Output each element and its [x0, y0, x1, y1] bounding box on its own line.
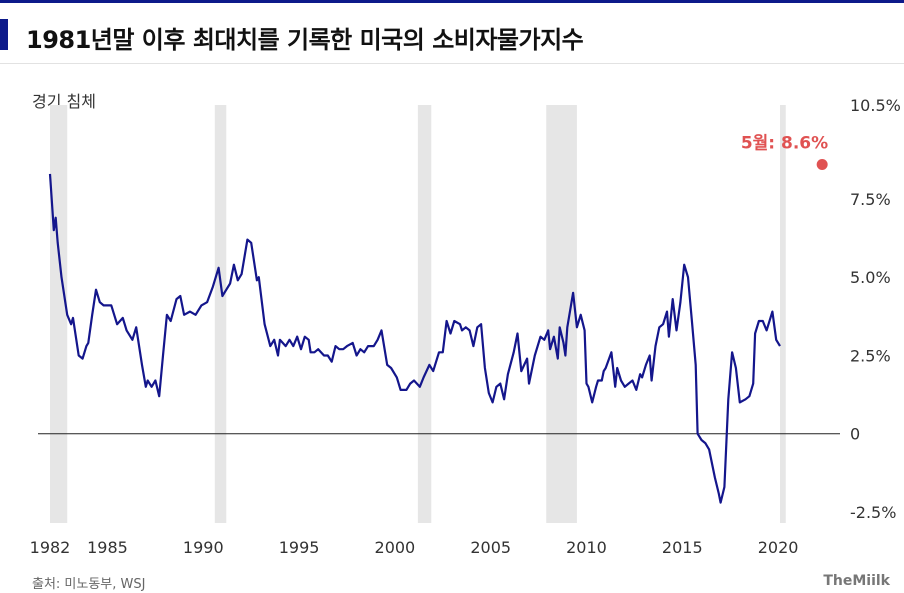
source-note: 출처: 미노동부, WSJ	[32, 577, 146, 592]
y-tick-label: 2.5%	[850, 346, 891, 365]
y-tick-label: 5.0%	[850, 268, 891, 287]
top-accent-bar	[0, 0, 904, 3]
y-tick-label: -2.5%	[850, 503, 896, 522]
x-tick-label: 1982	[30, 538, 71, 557]
y-tick-label: 0	[850, 425, 860, 444]
y-tick-label: 7.5%	[850, 190, 891, 209]
recession-band-3	[546, 105, 577, 523]
recession-band-4	[780, 105, 786, 523]
y-tick-label: 10.5%	[850, 96, 901, 115]
y-axis-ticks: 10.5% 7.5% 5.0% 2.5% 0 -2.5%	[850, 96, 901, 522]
recession-bands	[50, 105, 786, 523]
cpi-series	[48, 173, 781, 504]
cpi-series-line	[48, 173, 781, 504]
title-accent-mark	[0, 19, 8, 50]
x-tick-label: 2015	[662, 538, 703, 557]
title-divider	[0, 63, 904, 64]
latest-annotation: 5월: 8.6%	[741, 133, 828, 170]
brand-logo-text: TheMiilk	[823, 573, 890, 589]
x-tick-label: 2005	[470, 538, 511, 557]
x-tick-label: 1995	[279, 538, 320, 557]
recession-band-0	[50, 105, 68, 523]
x-tick-label: 2020	[758, 538, 799, 557]
x-tick-label: 1985	[87, 538, 128, 557]
x-tick-label: 2010	[566, 538, 607, 557]
x-tick-label: 1990	[183, 538, 224, 557]
x-axis-ticks: 1982 1985 1990 1995 2000 2005 2010 2015 2020	[30, 538, 799, 557]
chart-title: 1981년말 이후 최대치를 기록한 미국의 소비자물가지수	[26, 26, 584, 54]
latest-point-marker	[816, 158, 828, 170]
x-tick-label: 2000	[375, 538, 416, 557]
recession-band-2	[417, 105, 432, 523]
recession-legend-label: 경기 침체	[32, 92, 96, 111]
recession-band-1	[214, 105, 227, 523]
latest-value-label: 5월: 8.6%	[741, 133, 828, 153]
